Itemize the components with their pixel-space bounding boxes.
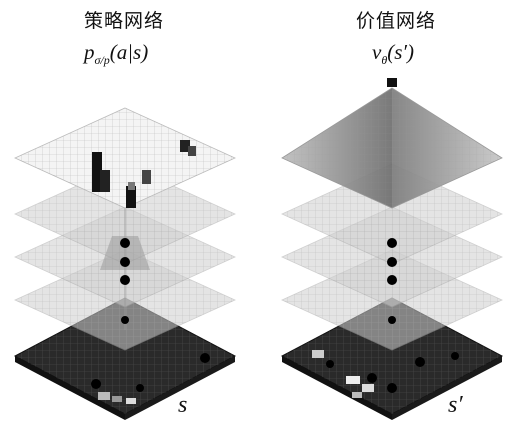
black-stone — [387, 383, 397, 393]
white-stone — [112, 396, 122, 402]
black-stone — [91, 379, 101, 389]
probability-bar — [142, 170, 151, 184]
policy-network-stack — [15, 108, 235, 420]
probability-bar — [128, 182, 135, 190]
black-stone — [136, 384, 144, 392]
probability-bar — [100, 170, 110, 192]
white-stone — [312, 350, 324, 358]
black-stone — [326, 360, 334, 368]
value-output-node — [387, 78, 397, 87]
white-stone — [362, 384, 374, 392]
value-board-label: s′ — [448, 392, 463, 419]
black-stone — [451, 352, 459, 360]
ellipsis-dot — [120, 238, 130, 248]
ellipsis-dot — [388, 316, 396, 324]
value-pyramid — [282, 78, 502, 208]
ellipsis-dot — [387, 275, 397, 285]
ellipsis-dot — [387, 238, 397, 248]
ellipsis-dot — [120, 257, 130, 267]
ellipsis-dot — [387, 257, 397, 267]
policy-output-layer — [15, 108, 235, 208]
ellipsis-dot — [121, 316, 129, 324]
white-stone — [126, 398, 136, 404]
black-stone — [367, 373, 377, 383]
white-stone — [98, 392, 110, 400]
value-network-stack — [282, 78, 502, 420]
probability-bar — [188, 146, 196, 156]
black-stone — [200, 353, 210, 363]
white-stone — [346, 376, 360, 384]
white-stone — [352, 392, 362, 398]
black-stone — [415, 357, 425, 367]
ellipsis-dot — [120, 275, 130, 285]
policy-board-label: s — [178, 392, 187, 419]
